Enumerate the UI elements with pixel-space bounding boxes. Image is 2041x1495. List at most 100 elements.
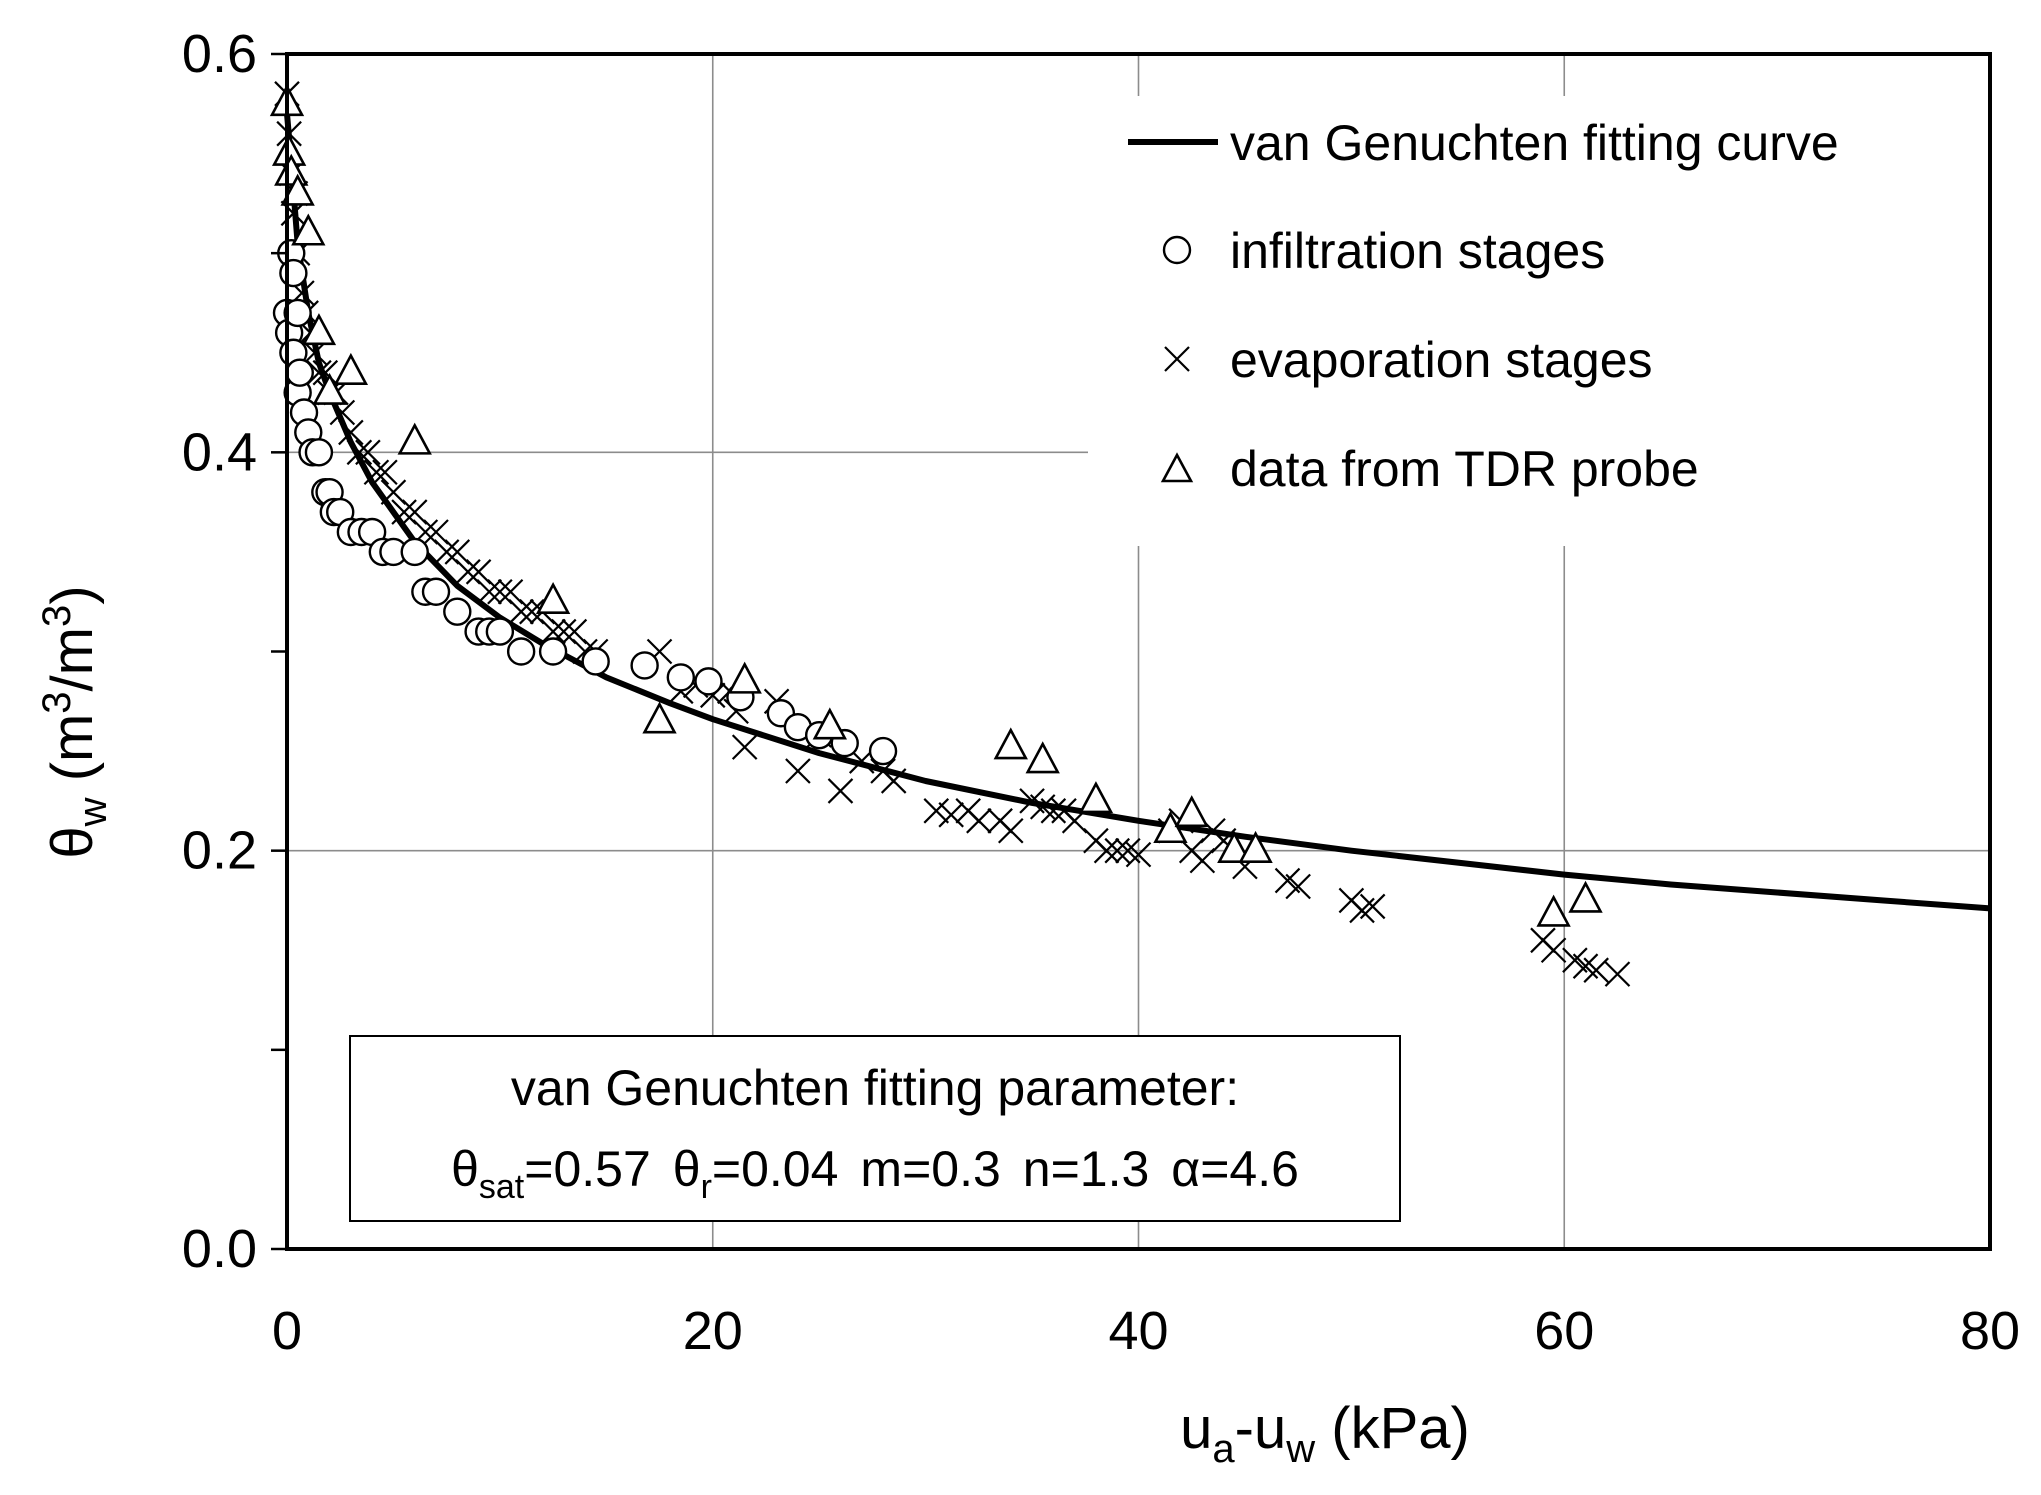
evaporation-point	[1093, 837, 1120, 864]
legend-label-infiltration: infiltration stages	[1230, 223, 1605, 279]
tdr-point	[291, 213, 326, 246]
tdr-point	[1536, 894, 1571, 927]
param-theta-sat-sub: sat	[479, 1168, 525, 1206]
evaporation-point	[401, 499, 428, 525]
infiltration-point	[581, 647, 610, 676]
tdr-point	[1217, 830, 1252, 863]
evaporation-point	[338, 419, 364, 446]
legend-cross-icon	[1164, 346, 1190, 372]
tdr-point	[1174, 795, 1209, 828]
evaporation-point	[355, 439, 381, 466]
tdr-point	[312, 372, 347, 405]
infiltration-point	[506, 637, 536, 666]
evaporation-point	[380, 479, 407, 505]
evaporation-point	[487, 578, 513, 605]
infiltration-point	[283, 298, 312, 328]
legend-label-evaporation: evaporation stages	[1230, 332, 1653, 388]
evaporation-point	[923, 798, 950, 824]
tdr-point	[1153, 810, 1188, 844]
x-tick-label: 20	[683, 1301, 743, 1361]
tdr-point	[1078, 781, 1114, 814]
tdr-point	[280, 173, 315, 206]
evaporation-point	[966, 808, 992, 834]
evaporation-point	[497, 578, 524, 605]
tdr-point	[333, 352, 369, 385]
tdr-point	[727, 661, 762, 694]
infiltration-point	[304, 438, 334, 467]
evaporation-point	[519, 598, 545, 625]
evaporation-point	[465, 559, 492, 585]
infiltration-point	[485, 617, 515, 646]
evaporation-point	[1125, 841, 1152, 868]
infiltration-point	[400, 537, 429, 567]
tdr-point	[397, 422, 432, 455]
legend-label-fit: van Genuchten fitting curve	[1230, 115, 1839, 171]
evaporation-point	[785, 758, 811, 784]
param-m-value: m=0.3	[860, 1141, 1000, 1197]
evaporation-point	[433, 539, 460, 565]
evaporation-point	[363, 459, 390, 486]
evaporation-point	[1104, 837, 1130, 864]
param-n-value: n=1.3	[1023, 1141, 1150, 1197]
tdr-point	[535, 581, 571, 615]
axis-ticks: 0.0 0.2 0.4 0.6 0 20 40 60 80	[182, 24, 2020, 1361]
param-theta-r-sub: r	[701, 1168, 712, 1206]
evaporation-point	[561, 618, 588, 645]
x-axis-title: ua-uw (kPa)	[1180, 1396, 1470, 1471]
param-theta-sat-value: =0.57	[524, 1141, 651, 1197]
param-alpha-value: =4.6	[1200, 1141, 1299, 1197]
infiltration-point	[279, 258, 308, 288]
evaporation-point	[372, 459, 398, 486]
evaporation-point	[346, 439, 373, 466]
param-alpha-symbol: α	[1171, 1141, 1200, 1197]
evaporation-point	[1604, 961, 1631, 987]
parameter-values: θsat=0.57 θr=0.04 m=0.3 n=1.3 α=4.6	[451, 1141, 1299, 1206]
evaporation-point	[1189, 847, 1216, 874]
tdr-point	[642, 701, 677, 734]
x-tick-label: 40	[1108, 1301, 1168, 1361]
legend: van Genuchten fitting curve infiltration…	[1128, 115, 1839, 497]
evaporation-point	[1540, 937, 1567, 964]
evaporation-point	[508, 598, 534, 625]
param-theta-sat-symbol: θ	[451, 1141, 479, 1197]
evaporation-point	[731, 734, 758, 760]
x-tick-label: 60	[1534, 1301, 1594, 1361]
y-tick-label: 0.2	[182, 821, 257, 881]
tdr-point	[1238, 830, 1273, 863]
param-theta-r-value: =0.04	[712, 1141, 839, 1197]
parameter-title: van Genuchten fitting parameter:	[511, 1060, 1239, 1116]
y-tick-label: 0.6	[182, 24, 257, 84]
evaporation-point	[938, 802, 964, 828]
evaporation-point	[997, 817, 1024, 844]
tdr-point	[301, 313, 337, 346]
infiltration-point	[538, 637, 568, 666]
infiltration-point	[443, 597, 472, 626]
infiltration-point	[630, 651, 659, 680]
evaporation-point	[1583, 957, 1609, 983]
evaporation-point	[827, 778, 854, 804]
tdr-point	[1568, 880, 1603, 913]
infiltration-point	[666, 663, 696, 692]
y-axis-title: θw (m3/m3)	[35, 585, 115, 858]
evaporation-point	[276, 120, 302, 147]
evaporation-point	[444, 539, 471, 565]
y-tick-label: 0.0	[182, 1219, 257, 1279]
evaporation-point	[391, 499, 417, 525]
tdr-point	[1025, 741, 1060, 774]
evaporation-point	[455, 559, 481, 585]
evaporation-point	[476, 578, 503, 605]
evaporation-point	[1040, 798, 1067, 824]
y-tick-label: 0.4	[182, 422, 257, 482]
legend-circle-icon	[1162, 235, 1192, 265]
legend-triangle-icon	[1160, 452, 1194, 483]
evaporation-point	[1359, 893, 1386, 920]
evaporation-point	[880, 768, 907, 794]
infiltration-point	[285, 358, 314, 387]
legend-label-tdr: data from TDR probe	[1230, 441, 1699, 497]
infiltration-point	[421, 577, 451, 606]
x-tick-label: 80	[1960, 1301, 2020, 1361]
evaporation-point	[423, 519, 449, 545]
legend-box	[1088, 96, 1990, 546]
x-tick-label: 0	[272, 1301, 302, 1361]
